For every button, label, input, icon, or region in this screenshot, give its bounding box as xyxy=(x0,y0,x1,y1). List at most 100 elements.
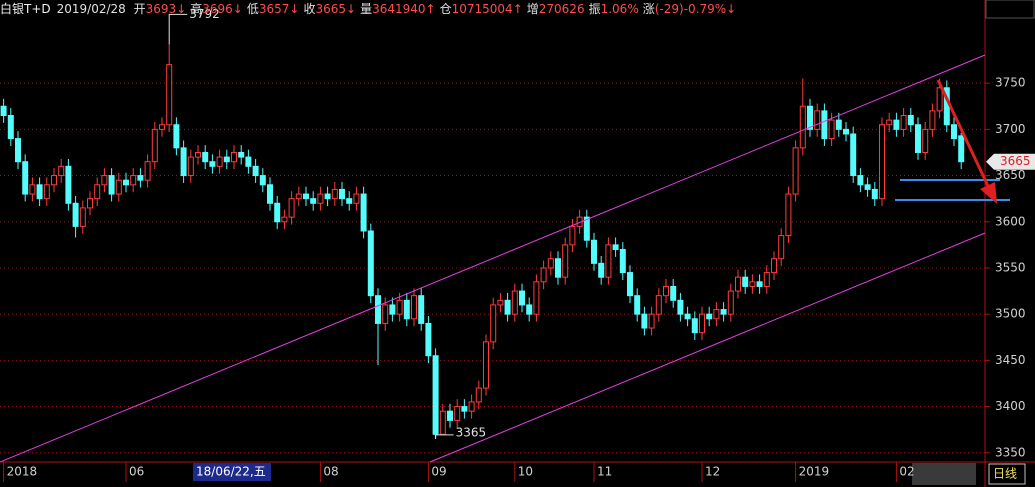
x-tick-label: 08 xyxy=(323,465,338,479)
field-value: 10715004↑ xyxy=(451,2,523,16)
candle-body xyxy=(886,119,893,126)
candle-body xyxy=(713,309,720,320)
quote-date: 2019/02/28 xyxy=(56,2,126,16)
y-tick-label: 3750 xyxy=(995,76,1026,90)
field-value: 3665↓ xyxy=(315,2,357,16)
y-tick-label: 3350 xyxy=(995,445,1026,459)
candle-body xyxy=(267,184,273,204)
candle-body xyxy=(281,216,288,223)
candle-body xyxy=(677,299,684,315)
candle-body xyxy=(893,119,900,130)
field-label: 仓 xyxy=(439,2,452,16)
candle-body xyxy=(627,272,633,297)
candle-body xyxy=(735,276,741,292)
cursor-label: 18/06/22,五 xyxy=(196,465,266,479)
candle-body xyxy=(295,193,302,200)
x-tick-label: 10 xyxy=(518,465,533,479)
candle-body xyxy=(634,295,641,315)
field-label: 开 xyxy=(133,2,146,16)
candle-body xyxy=(843,128,849,135)
candle-body xyxy=(504,299,511,315)
trend-arrow xyxy=(936,79,990,187)
candle-body xyxy=(461,406,468,412)
candle-body xyxy=(922,128,929,153)
candle-body xyxy=(7,115,14,140)
candle-body xyxy=(684,313,691,320)
candle-body xyxy=(742,276,749,287)
candle-body xyxy=(871,188,878,200)
candle-body xyxy=(591,239,597,264)
candle-body xyxy=(583,216,590,241)
y-tick-label: 3400 xyxy=(995,399,1026,413)
candle-body xyxy=(411,295,417,320)
low-annotation: 3365 xyxy=(456,425,487,439)
candle-body xyxy=(346,198,353,204)
candle-body xyxy=(439,410,446,435)
candle-body xyxy=(785,193,792,237)
candle-body xyxy=(115,179,122,195)
candle-body xyxy=(259,175,266,186)
leader-line xyxy=(435,434,454,439)
candle-body xyxy=(951,124,957,140)
candle-body xyxy=(223,156,230,163)
field-value: 1.06% xyxy=(600,2,639,16)
candle-body xyxy=(835,119,842,130)
field-label: 高 xyxy=(190,2,203,16)
field-label: 量 xyxy=(360,2,373,16)
candle-body xyxy=(706,313,713,320)
candle-body xyxy=(202,151,209,163)
y-tick-label: 3550 xyxy=(995,260,1026,274)
candle-body xyxy=(72,202,79,227)
field-label: 低 xyxy=(246,2,259,16)
x-tick-label: 2019 xyxy=(799,465,830,479)
candle-body xyxy=(792,147,799,195)
candle-body xyxy=(655,295,662,315)
candle-body xyxy=(619,248,626,274)
candle-body xyxy=(857,175,864,186)
cursor-label-box xyxy=(193,463,271,481)
quote-header: 白银T+D 2019/02/28 开3693↓ 高3696↓ 低3657↓ 收3665↓… xyxy=(0,0,985,18)
candle-body xyxy=(274,202,281,223)
candle-body xyxy=(29,184,36,195)
candle-body xyxy=(375,295,381,324)
candle-body xyxy=(727,290,734,315)
period-box[interactable] xyxy=(988,463,1026,485)
candle-body xyxy=(569,225,576,246)
x-tick-label: 06 xyxy=(129,465,144,479)
candle-body xyxy=(598,262,605,278)
candle-body xyxy=(51,175,57,186)
candle-body xyxy=(483,341,489,389)
candle-body xyxy=(814,110,821,130)
y-tick-label: 3700 xyxy=(995,122,1026,136)
candle-body xyxy=(850,133,857,177)
candle-body xyxy=(238,151,245,158)
field-value: 270626 xyxy=(538,2,585,16)
scroll-box xyxy=(912,463,976,485)
candle-body xyxy=(367,230,374,297)
y-tick-label: 3450 xyxy=(995,353,1026,367)
x-tick-label: 11 xyxy=(597,465,612,479)
candle-body xyxy=(749,281,756,287)
candle-body xyxy=(958,135,965,163)
candle-body xyxy=(807,105,813,130)
arrow-head xyxy=(980,182,997,204)
field-label: 涨 xyxy=(642,2,655,16)
last-price: 3665 xyxy=(1000,154,1031,168)
candle-body xyxy=(231,151,237,163)
candle-body xyxy=(173,124,180,149)
last-price-tag xyxy=(986,153,1035,170)
candle-body xyxy=(130,175,137,186)
candle-body xyxy=(108,175,115,195)
candle-body xyxy=(562,244,569,278)
period-label[interactable]: 日线 xyxy=(993,467,1017,481)
y-tick-label: 3600 xyxy=(995,214,1026,228)
candle-body xyxy=(425,322,432,357)
candle-body xyxy=(101,175,108,186)
candle-body xyxy=(159,124,165,130)
candle-body xyxy=(36,184,43,200)
high-annotation: 3792 xyxy=(189,7,220,21)
candle-body xyxy=(799,105,806,149)
channel-lower xyxy=(429,232,986,463)
